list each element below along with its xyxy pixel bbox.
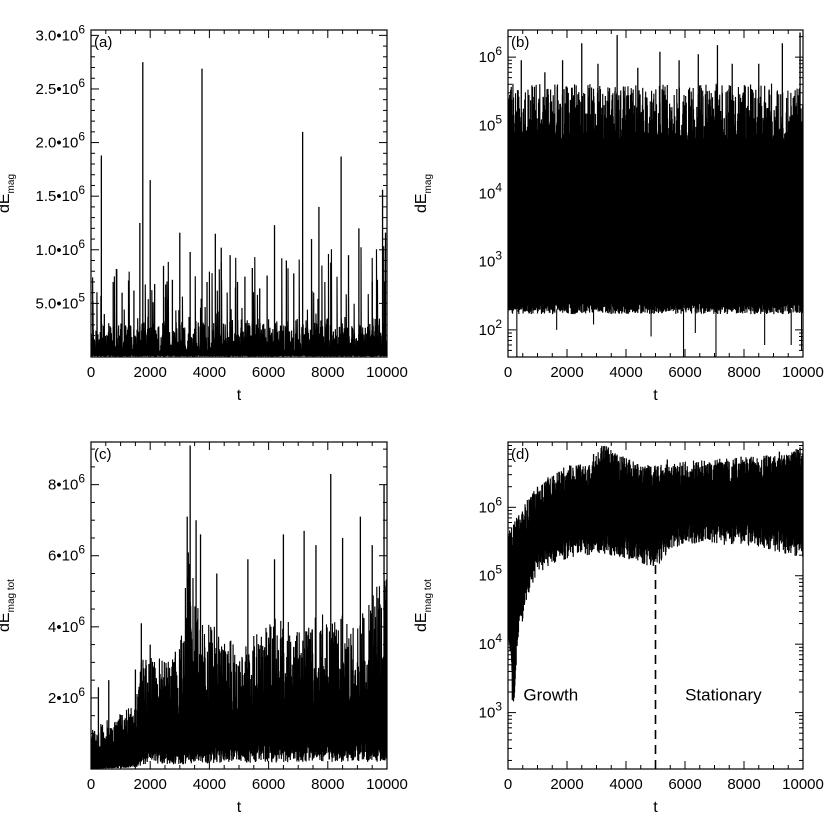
x-tick-label: 6000 — [668, 364, 701, 381]
x-tick-label: 0 — [504, 776, 512, 793]
x-tick-label: 6000 — [668, 776, 701, 793]
x-tick-label: 10000 — [366, 776, 408, 793]
x-tick-label: 2000 — [134, 776, 167, 793]
x-tick-label: 4000 — [193, 776, 226, 793]
y-tick-label: 8•106 — [48, 472, 85, 494]
y-axis-label: dEmag — [0, 174, 17, 213]
series-trace — [91, 552, 387, 769]
panel-label: (c) — [94, 446, 112, 463]
series-trace — [508, 445, 803, 702]
panel-d: 0 2000 4000 6000 8000 10000 103 104 105 106 t dEmag… — [413, 441, 824, 816]
x-axis-label: t — [237, 387, 242, 404]
x-tick-label: 4000 — [609, 776, 642, 793]
y-tick-label: 2•106 — [48, 685, 85, 707]
x-tick-label: 6000 — [252, 364, 285, 381]
y-tick-label: 105 — [479, 563, 503, 585]
panel-label: (b) — [511, 34, 529, 51]
y-axis-label: dEmag tot — [413, 579, 434, 632]
x-tick-label: 4000 — [193, 364, 226, 381]
x-axis-label: t — [653, 387, 658, 404]
x-tick-label: 8000 — [311, 776, 344, 793]
y-tick-label: 6•106 — [48, 543, 85, 565]
y-tick-label: 3.0•106 — [36, 22, 86, 44]
x-tick-label: 4000 — [609, 364, 642, 381]
x-tick-label: 2000 — [134, 364, 167, 381]
x-tick-label: 8000 — [311, 364, 344, 381]
panel-a: 0 2000 4000 6000 8000 10000 5.0•105 1.0•106 1.5•… — [0, 22, 408, 404]
panel-label: (a) — [94, 34, 112, 51]
y-tick-label: 1.5•106 — [36, 183, 86, 205]
panel-c: 0 2000 4000 6000 8000 10000 2•106 4•106 6•106 8•1… — [0, 441, 408, 816]
x-tick-label: 0 — [87, 776, 95, 793]
y-axis-label: dEmag tot — [0, 579, 17, 632]
x-tick-label: 2000 — [550, 364, 583, 381]
panel-label: (d) — [511, 446, 529, 463]
x-axis-label: t — [653, 799, 658, 816]
panel-b: 0 2000 4000 6000 8000 10000 102 103 104 105 106 t dE… — [413, 29, 824, 404]
x-tick-label: 8000 — [727, 776, 760, 793]
y-tick-label: 106 — [479, 494, 503, 516]
x-tick-label: 8000 — [727, 364, 760, 381]
x-tick-label: 10000 — [782, 776, 824, 793]
y-tick-label: 105 — [479, 112, 503, 134]
x-tick-label: 0 — [504, 364, 512, 381]
y-tick-label: 102 — [479, 317, 503, 339]
x-tick-label: 2000 — [550, 776, 583, 793]
x-tick-label: 10000 — [782, 364, 824, 381]
y-tick-label: 1.0•106 — [36, 237, 86, 259]
y-tick-label: 4•106 — [48, 614, 85, 636]
y-tick-label: 103 — [479, 249, 503, 271]
y-tick-label: 104 — [479, 631, 503, 653]
y-tick-label: 5.0•105 — [36, 290, 86, 312]
x-tick-label: 10000 — [366, 364, 408, 381]
y-axis-label: dEmag — [413, 174, 434, 213]
y-tick-label: 104 — [479, 181, 503, 203]
y-tick-label: 2.5•106 — [36, 76, 86, 98]
phase-annotation: Stationary — [685, 686, 762, 705]
phase-annotation: Growth — [523, 686, 578, 705]
x-axis-label: t — [237, 799, 242, 816]
x-tick-label: 0 — [87, 364, 95, 381]
y-tick-label: 103 — [479, 700, 503, 722]
y-tick-label: 106 — [479, 44, 503, 66]
x-tick-label: 6000 — [252, 776, 285, 793]
y-tick-label: 2.0•106 — [36, 130, 86, 152]
series-trace — [508, 83, 803, 315]
